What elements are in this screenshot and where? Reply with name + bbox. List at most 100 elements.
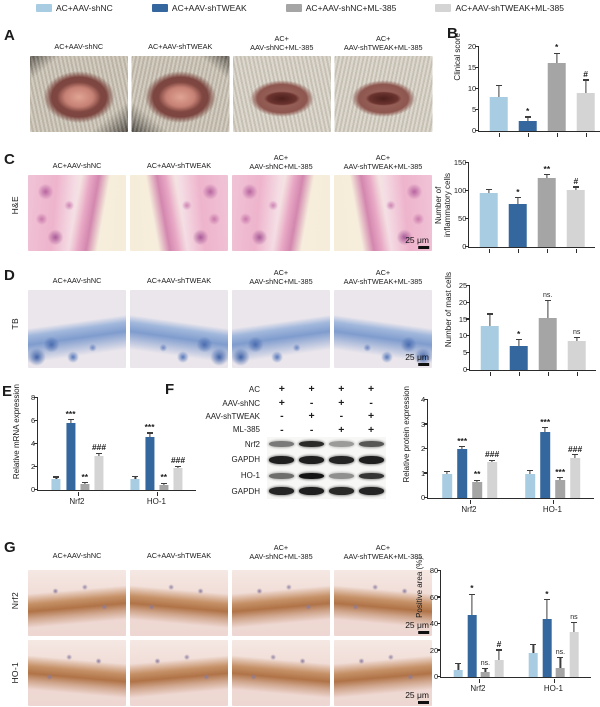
bar-group: * ns. ns (516, 571, 591, 683)
error-bar (518, 340, 520, 346)
bar-slot (49, 398, 63, 490)
bar (509, 345, 528, 370)
column-title-line2: AAV-shTWEAK+ML-385 (343, 161, 423, 171)
column-title-line2: AAV-shTWEAK+ML-385 (343, 276, 423, 286)
error-bar-cap (582, 79, 589, 81)
bar-slot: * (542, 43, 571, 137)
he-micrograph-shtweak (130, 175, 228, 251)
error-bar (576, 338, 578, 342)
wb-band (358, 487, 384, 496)
error-bar (575, 187, 577, 191)
column-title: AC+ AAV-shNC+ML-385 (232, 268, 330, 287)
wb-band (328, 472, 354, 479)
bar-groups: * ** # (469, 163, 595, 253)
y-axis-label: Positive area (%) (415, 557, 424, 618)
bar-group: * ns. ns (470, 286, 596, 376)
x-tick-mark (489, 371, 491, 376)
y-tick-label: 3 (421, 419, 426, 429)
stain-label-tb: TB (10, 318, 20, 330)
error-bar (489, 314, 491, 327)
column-title-line2: AAV-shTWEAK+ML-385 (343, 42, 423, 52)
wb-plus-minus: + (338, 396, 345, 409)
wb-plus-minus: + (338, 423, 345, 436)
bar (454, 670, 463, 677)
panel-letter-c: C (4, 151, 15, 168)
y-tick-mark (475, 87, 480, 89)
significance-label: ns (572, 329, 581, 337)
y-tick-mark (466, 352, 471, 354)
error-bar-cap (96, 452, 103, 454)
error-bar (547, 301, 549, 318)
error-bar-cap (544, 299, 551, 302)
y-tick-mark (475, 108, 480, 110)
error-bar-cap (175, 465, 182, 467)
significance-label: ** (543, 163, 551, 174)
bar (66, 423, 76, 490)
column-title-line1: AC+ (273, 153, 289, 162)
y-tick-label: 150 (453, 158, 467, 167)
error-bar (498, 86, 500, 98)
bar (130, 478, 140, 490)
wb-band (358, 472, 384, 479)
legend-label: AC+AAV-shNC+ML-385 (305, 3, 397, 13)
y-axis-label: Relative mRNA expression (12, 384, 21, 480)
tb-micrograph-shtweak (130, 290, 228, 368)
bar-slot: ** (157, 398, 171, 490)
plot-area: 0 5 10 15 20 25 * ns. ns (459, 282, 597, 376)
panel-c-column-titles: AC+AAV-shNC AC+AAV-shTWEAK AC+ AAV-shNC+ML-… (28, 153, 432, 172)
column-title: AC+AAV-shTWEAK (130, 269, 228, 287)
bar (570, 457, 580, 498)
error-bar (177, 466, 179, 469)
error-bar-cap (557, 657, 564, 659)
error-bar (98, 453, 100, 456)
column-title-line1: AC+ (375, 543, 391, 552)
wb-band (358, 441, 384, 448)
bar-group: *** *** ### (511, 400, 594, 504)
x-tick-mark (556, 132, 558, 137)
error-bar (574, 455, 576, 458)
wb-band (269, 487, 295, 496)
error-bar-cap (570, 621, 577, 623)
y-tick-label: 4 (31, 439, 36, 448)
error-bar-cap (485, 189, 492, 191)
ihc-nrf2-shnc (28, 570, 126, 636)
error-bar (484, 669, 487, 672)
error-bar-cap (572, 453, 579, 456)
y-tick-label: 2 (31, 462, 36, 471)
y-tick-mark (34, 488, 39, 490)
x-axis-label: Nrf2 (69, 497, 85, 506)
wb-condition-values: - - + + (267, 425, 386, 436)
significance-label: ### (485, 449, 500, 460)
bar-slot: *** (455, 400, 470, 498)
significance-label: ns. (555, 649, 566, 657)
panel-a-photos (30, 56, 432, 132)
bar-groups: * ns. # * ns. ns (441, 571, 591, 683)
y-tick-label: 100 (453, 186, 467, 196)
wb-condition-values: + + + + (267, 384, 386, 395)
ihc-ho1-shnc-ml385 (232, 640, 330, 706)
bar-slot: ns (567, 571, 581, 677)
y-tick-mark (34, 419, 39, 421)
x-tick-mark (576, 371, 578, 376)
column-title-line2: AAV-shNC+ML-385 (249, 551, 313, 561)
wb-blot-name: GAPDH (231, 455, 260, 465)
column-title: AC+ AAV-shTWEAK+ML-385 (334, 268, 432, 287)
bar-slot: ** (532, 163, 561, 253)
wb-blot-name: Nrf2 (244, 439, 260, 449)
x-axis-labels: Nrf2 HO-1 (37, 497, 196, 506)
wb-condition-row: AC + + + + (180, 383, 386, 396)
wb-plus-minus: - (280, 410, 284, 423)
bar-slot: # (492, 571, 506, 677)
y-tick-mark (475, 129, 480, 131)
eye-photo-shtweak-ml385 (334, 56, 432, 132)
bar (508, 204, 528, 247)
panel-g-column-titles: AC+AAV-shNC AC+AAV-shTWEAK AC+ AAV-shNC+ML-… (28, 543, 432, 562)
x-axis-labels: Nrf2 HO-1 (427, 505, 594, 514)
error-bar (532, 645, 535, 654)
scale-bar: 25 μm (405, 352, 429, 366)
column-title: AC+AAV-shTWEAK (130, 154, 228, 172)
x-tick-mark (518, 371, 520, 376)
bar-slot: * (504, 286, 533, 376)
x-tick-mark (527, 132, 529, 137)
y-tick-label: 50 (458, 214, 467, 224)
